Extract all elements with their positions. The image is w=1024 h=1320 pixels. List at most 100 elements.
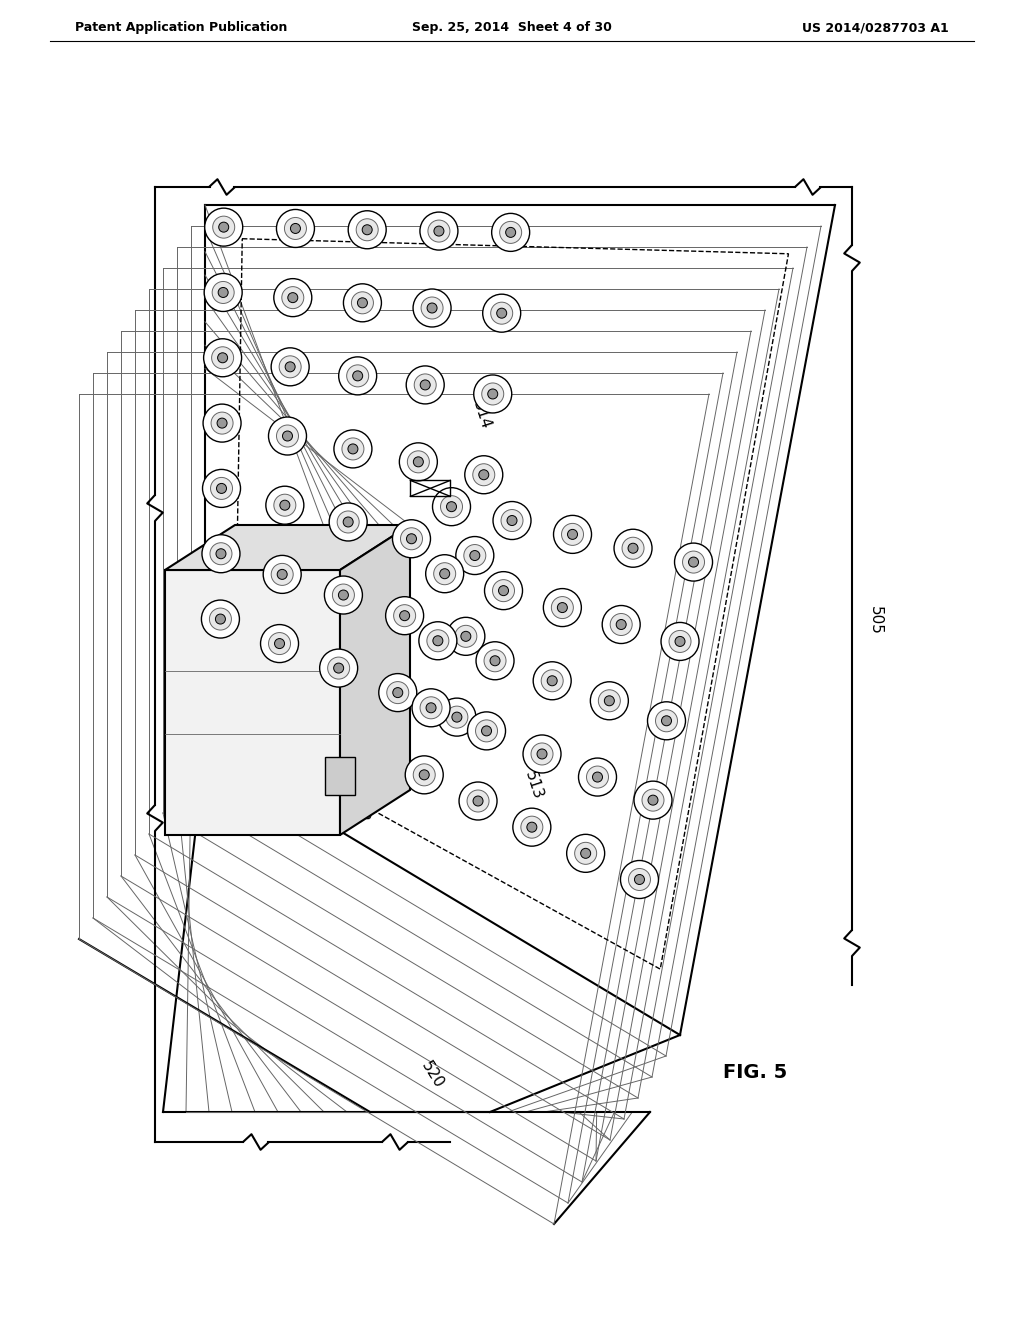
Text: 513: 513 bbox=[522, 768, 545, 801]
Circle shape bbox=[392, 520, 430, 558]
Circle shape bbox=[521, 816, 543, 838]
Circle shape bbox=[490, 302, 513, 325]
Circle shape bbox=[393, 605, 416, 627]
Circle shape bbox=[544, 589, 582, 627]
Circle shape bbox=[647, 702, 685, 739]
Circle shape bbox=[455, 626, 477, 647]
Circle shape bbox=[428, 220, 450, 242]
Text: 512: 512 bbox=[348, 793, 371, 825]
Circle shape bbox=[479, 470, 488, 479]
Circle shape bbox=[260, 624, 299, 663]
Circle shape bbox=[513, 808, 551, 846]
Circle shape bbox=[426, 702, 436, 713]
Circle shape bbox=[561, 524, 584, 545]
Circle shape bbox=[386, 597, 424, 635]
Circle shape bbox=[420, 380, 430, 389]
Circle shape bbox=[566, 834, 604, 873]
Circle shape bbox=[427, 630, 449, 652]
Circle shape bbox=[473, 463, 495, 486]
Circle shape bbox=[648, 795, 658, 805]
Circle shape bbox=[474, 375, 512, 413]
Circle shape bbox=[379, 673, 417, 711]
Circle shape bbox=[593, 772, 602, 781]
Circle shape bbox=[273, 494, 296, 516]
Circle shape bbox=[421, 297, 443, 319]
Circle shape bbox=[420, 213, 458, 249]
Circle shape bbox=[434, 226, 444, 236]
Circle shape bbox=[602, 606, 640, 644]
Circle shape bbox=[399, 611, 410, 620]
Circle shape bbox=[604, 696, 614, 706]
Circle shape bbox=[283, 432, 293, 441]
Circle shape bbox=[333, 583, 354, 606]
Circle shape bbox=[484, 649, 506, 672]
Circle shape bbox=[499, 586, 509, 595]
Circle shape bbox=[655, 710, 678, 731]
Circle shape bbox=[614, 529, 652, 568]
Circle shape bbox=[688, 557, 698, 568]
Circle shape bbox=[387, 681, 409, 704]
Circle shape bbox=[547, 676, 557, 686]
Circle shape bbox=[459, 781, 497, 820]
Circle shape bbox=[635, 874, 644, 884]
Circle shape bbox=[414, 764, 435, 785]
Circle shape bbox=[432, 487, 470, 525]
Circle shape bbox=[211, 412, 233, 434]
Circle shape bbox=[202, 601, 240, 638]
Circle shape bbox=[419, 622, 457, 660]
Circle shape bbox=[263, 556, 301, 594]
Circle shape bbox=[419, 770, 429, 780]
Circle shape bbox=[412, 689, 451, 727]
Circle shape bbox=[343, 284, 381, 322]
Circle shape bbox=[456, 536, 494, 574]
Text: FIG. 5: FIG. 5 bbox=[723, 1063, 787, 1081]
Polygon shape bbox=[325, 756, 355, 795]
Circle shape bbox=[493, 579, 514, 602]
Circle shape bbox=[523, 735, 561, 774]
Circle shape bbox=[362, 224, 372, 235]
Circle shape bbox=[446, 502, 457, 512]
Circle shape bbox=[531, 743, 553, 766]
Circle shape bbox=[669, 631, 691, 652]
Circle shape bbox=[414, 457, 423, 467]
Circle shape bbox=[210, 543, 232, 565]
Circle shape bbox=[280, 500, 290, 511]
Circle shape bbox=[400, 528, 423, 549]
Circle shape bbox=[285, 362, 295, 372]
Circle shape bbox=[273, 279, 311, 317]
Circle shape bbox=[501, 510, 523, 532]
Circle shape bbox=[285, 218, 306, 239]
Circle shape bbox=[475, 719, 498, 742]
Circle shape bbox=[278, 569, 287, 579]
Circle shape bbox=[348, 211, 386, 248]
Circle shape bbox=[591, 682, 629, 719]
Circle shape bbox=[497, 308, 507, 318]
Circle shape bbox=[347, 364, 369, 387]
Circle shape bbox=[268, 632, 291, 655]
Circle shape bbox=[329, 503, 368, 541]
Circle shape bbox=[481, 726, 492, 735]
Circle shape bbox=[557, 602, 567, 612]
Circle shape bbox=[393, 688, 402, 697]
Circle shape bbox=[218, 352, 227, 363]
Circle shape bbox=[587, 766, 608, 788]
Circle shape bbox=[348, 444, 358, 454]
Circle shape bbox=[218, 288, 228, 297]
Circle shape bbox=[203, 470, 241, 507]
Circle shape bbox=[276, 210, 314, 247]
Circle shape bbox=[439, 569, 450, 578]
Circle shape bbox=[274, 639, 285, 648]
Circle shape bbox=[216, 483, 226, 494]
Circle shape bbox=[325, 576, 362, 614]
Circle shape bbox=[473, 796, 483, 807]
Circle shape bbox=[352, 371, 362, 381]
Circle shape bbox=[334, 663, 344, 673]
Circle shape bbox=[433, 636, 442, 645]
Circle shape bbox=[467, 789, 489, 812]
Circle shape bbox=[211, 478, 232, 499]
Circle shape bbox=[482, 294, 520, 333]
Circle shape bbox=[461, 631, 471, 642]
Circle shape bbox=[276, 425, 298, 447]
Circle shape bbox=[470, 550, 480, 561]
Circle shape bbox=[219, 222, 228, 232]
